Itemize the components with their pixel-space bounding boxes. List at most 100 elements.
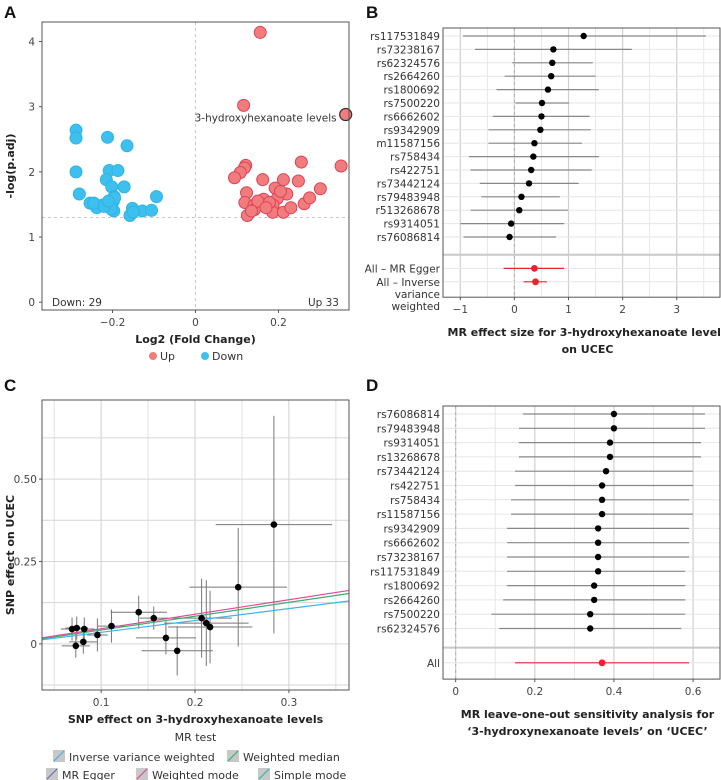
snp-label: rs422751	[390, 165, 440, 177]
effect-point	[590, 582, 598, 589]
effect-point	[507, 220, 515, 227]
point-up	[259, 201, 273, 215]
legend-down-swatch	[201, 352, 209, 360]
snp-label: rs73238167	[377, 44, 440, 56]
effect-point	[598, 482, 606, 489]
point-down	[150, 190, 164, 204]
legend-swatch-line	[46, 768, 58, 780]
legend-label: MR Egger	[62, 769, 115, 780]
panel-a-volcano-plot: 3-hydroxyhexanoate levels Down: 29 Up 33 0 1…	[4, 21, 353, 363]
legend-label: Weighted median	[243, 751, 340, 764]
point-down	[145, 203, 159, 217]
summary-label: All – Inverse	[376, 277, 440, 289]
point-up	[313, 182, 327, 196]
x-tick-label: 0.2	[187, 697, 204, 709]
effect-point	[598, 510, 606, 518]
x-tick-label: 0.2	[270, 317, 287, 329]
snp-label: rs13268678	[377, 452, 440, 464]
x-tick-label: −0.2	[100, 317, 126, 329]
summary-point	[598, 659, 606, 667]
snp-label: rs758434	[390, 152, 440, 164]
snp-label: rs117531849	[370, 566, 440, 578]
point-up	[303, 191, 317, 205]
y-tick-label: 0.25	[14, 556, 37, 568]
effect-point	[550, 46, 557, 53]
snp-label: rs117531849	[370, 31, 440, 43]
legend-swatch-line	[53, 750, 65, 762]
x-tick-label: 0.3	[281, 697, 298, 709]
legend-swatch-line	[258, 768, 270, 780]
effect-point	[518, 193, 525, 200]
panel-letter-d: D	[366, 376, 378, 395]
effect-point	[544, 86, 552, 93]
x-tick-label: 0.4	[606, 686, 623, 698]
x-axis-title: MR effect size for 3-hydroxyhexanoate le…	[448, 326, 721, 339]
effect-point	[587, 625, 594, 632]
x-tick-label: 2	[619, 304, 626, 316]
effect-point	[598, 496, 606, 503]
snp-label: rs422751	[390, 481, 440, 493]
effect-point	[531, 140, 538, 147]
point-down	[69, 165, 83, 179]
point-down	[101, 130, 115, 144]
point-up	[284, 201, 298, 215]
point-down	[69, 131, 83, 145]
y-tick-label: 0	[28, 297, 35, 309]
regression-line-weighted-median	[41, 592, 350, 640]
panel-letter-b: B	[366, 3, 378, 22]
x-axis-title: on UCEC	[562, 343, 614, 356]
up-count-label: Up 33	[308, 297, 339, 309]
x-tick-label: 0.1	[93, 697, 110, 709]
summary-label: All	[427, 658, 440, 670]
effect-point	[610, 425, 618, 432]
snp-label: rs7500220	[383, 609, 440, 621]
snp-label: rs7500220	[383, 98, 440, 110]
point-down	[120, 139, 134, 153]
snp-label: rs73442124	[377, 178, 441, 190]
effect-point	[594, 568, 602, 575]
point-down	[126, 205, 140, 219]
legend-label: Inverse variance weighted	[69, 751, 215, 764]
point-down	[72, 187, 86, 201]
point-down	[111, 164, 125, 178]
legend-label: Weighted mode	[152, 769, 239, 780]
snp-label: rs79483948	[377, 423, 440, 435]
plot-frame	[442, 405, 721, 680]
point-up	[256, 173, 270, 187]
legend-title: MR test	[175, 731, 217, 744]
panel-letter-c: C	[4, 376, 16, 395]
snp-point	[162, 634, 170, 642]
snp-label: rs2664260	[383, 595, 440, 607]
highlighted-point	[339, 107, 353, 122]
y-axis-title: -log(p.adj)	[4, 134, 17, 199]
snp-label: rs1800692	[383, 581, 440, 593]
effect-point	[506, 233, 513, 241]
highlight-label: 3-hydroxyhexanoate levels	[195, 113, 337, 125]
effect-point	[516, 207, 523, 214]
panel-d-leave-one-out-plot: rs76086814 rs79483948 rs9314051 rs13268678 r…	[370, 405, 721, 738]
regression-line-weighted-mode	[41, 589, 350, 639]
effect-point	[590, 596, 598, 604]
snp-point	[270, 521, 278, 528]
x-axis-title: Log2 (Fold Change)	[135, 333, 256, 346]
effect-point	[594, 553, 602, 561]
effect-point	[549, 59, 556, 66]
effect-point	[580, 32, 587, 40]
snp-point	[94, 631, 101, 639]
snp-point	[198, 614, 205, 622]
effect-point	[587, 611, 594, 618]
point-up	[245, 204, 259, 218]
effect-point	[606, 439, 614, 446]
effect-point	[530, 153, 537, 160]
plot-frame	[442, 27, 721, 298]
x-tick-label: 0.2	[526, 686, 543, 698]
snp-point	[80, 638, 87, 646]
snp-label: rs76086814	[377, 232, 441, 244]
plot-area	[443, 28, 720, 298]
snp-point	[108, 622, 115, 630]
summary-point	[532, 278, 539, 286]
snp-label: rs73442124	[377, 466, 441, 478]
